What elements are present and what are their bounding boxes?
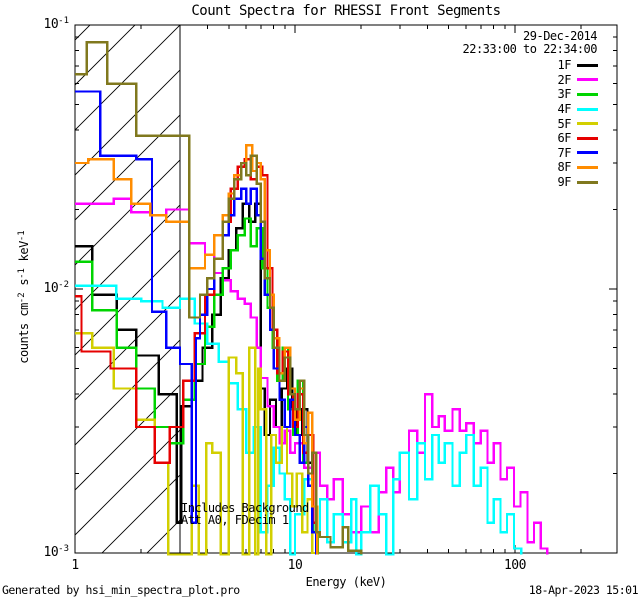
legend-item-6F: 6F xyxy=(558,131,598,146)
legend-label: 6F xyxy=(557,131,572,146)
plot-annotations: Includes Background Att A0, FDecim 1 xyxy=(181,501,309,527)
hatch-line xyxy=(101,474,180,553)
legend: 1F 2F 3F 4F 5F 6F 7F 8F 9F xyxy=(558,58,598,189)
series-path-5F xyxy=(75,332,319,556)
legend-swatch xyxy=(577,122,598,126)
hatch-line xyxy=(75,249,180,356)
hatch-line xyxy=(75,25,180,131)
legend-swatch xyxy=(577,63,598,67)
y-axis-label: counts cm-2 s-1 keV-1 xyxy=(17,187,31,407)
legend-item-7F: 7F xyxy=(558,146,598,161)
legend-label: 7F xyxy=(557,145,572,160)
annotation-includes-background: Includes Background xyxy=(181,501,309,515)
legend-label: 4F xyxy=(557,102,572,117)
legend-swatch xyxy=(577,151,598,155)
legend-item-2F: 2F xyxy=(558,73,598,88)
legend-swatch xyxy=(577,107,598,111)
hatch-line xyxy=(75,114,180,221)
legend-swatch xyxy=(577,78,598,82)
legend-item-3F: 3F xyxy=(558,87,598,102)
hatched-region xyxy=(75,25,180,553)
annotation-attenuator-state: Att A0, FDecim 1 xyxy=(181,512,289,527)
hatch-line xyxy=(75,204,180,311)
legend-item-4F: 4F xyxy=(558,102,598,117)
legend-label: 5F xyxy=(557,116,572,131)
y-label-exponent: -2 xyxy=(17,292,27,304)
observation-datetime: 29-Dec-2014 22:33:00 to 22:34:00 xyxy=(463,30,598,56)
hatch-line xyxy=(75,384,180,491)
legend-swatch xyxy=(577,180,598,184)
observation-date: 29-Dec-2014 xyxy=(523,29,597,43)
generated-by-text: Generated by hsi_min_spectra_plot.pro xyxy=(2,583,240,597)
hatch-line xyxy=(75,159,180,266)
observation-time-range: 22:33:00 to 22:34:00 xyxy=(462,42,598,56)
y-tick-label: 10-3 xyxy=(43,544,70,560)
legend-label: 8F xyxy=(557,160,572,175)
legend-item-1F: 1F xyxy=(558,58,598,73)
series-path-8F xyxy=(75,144,319,555)
series-path-4F xyxy=(75,284,523,556)
y-label-text: counts cm xyxy=(17,303,31,364)
plot-frame xyxy=(74,24,618,554)
legend-swatch xyxy=(577,136,598,140)
x-tick-label: 100 xyxy=(503,558,526,573)
x-axis-label: Energy (keV) xyxy=(305,575,387,589)
legend-label: 2F xyxy=(557,72,572,87)
legend-label: 9F xyxy=(557,175,572,190)
hatch-line xyxy=(75,25,136,86)
y-label-text: keV xyxy=(17,241,31,269)
x-tick-label: 1 xyxy=(71,558,79,573)
hatch-line xyxy=(146,519,180,553)
y-tick-label: 10-2 xyxy=(43,280,70,296)
plot-title: Count Spectra for RHESSI Front Segments xyxy=(191,3,501,19)
legend-label: 1F xyxy=(557,58,572,73)
legend-swatch xyxy=(577,92,598,96)
legend-item-8F: 8F xyxy=(558,160,598,175)
series-path-9F xyxy=(75,41,363,555)
legend-label: 3F xyxy=(557,87,572,102)
y-label-exponent: -1 xyxy=(17,268,27,279)
y-tick-label: 10-1 xyxy=(43,16,70,32)
hatch-line xyxy=(75,339,180,446)
hatch-line xyxy=(75,69,180,176)
hatch-line xyxy=(75,429,180,536)
generated-timestamp: 18-Apr-2023 15:01 xyxy=(528,583,639,597)
series-path-7F xyxy=(75,90,318,555)
series-path-2F xyxy=(75,197,549,555)
legend-item-9F: 9F xyxy=(558,175,598,190)
legend-swatch xyxy=(577,165,598,169)
x-tick-label: 10 xyxy=(287,558,303,573)
y-label-exponent: -1 xyxy=(17,230,27,242)
legend-item-5F: 5F xyxy=(558,116,598,131)
